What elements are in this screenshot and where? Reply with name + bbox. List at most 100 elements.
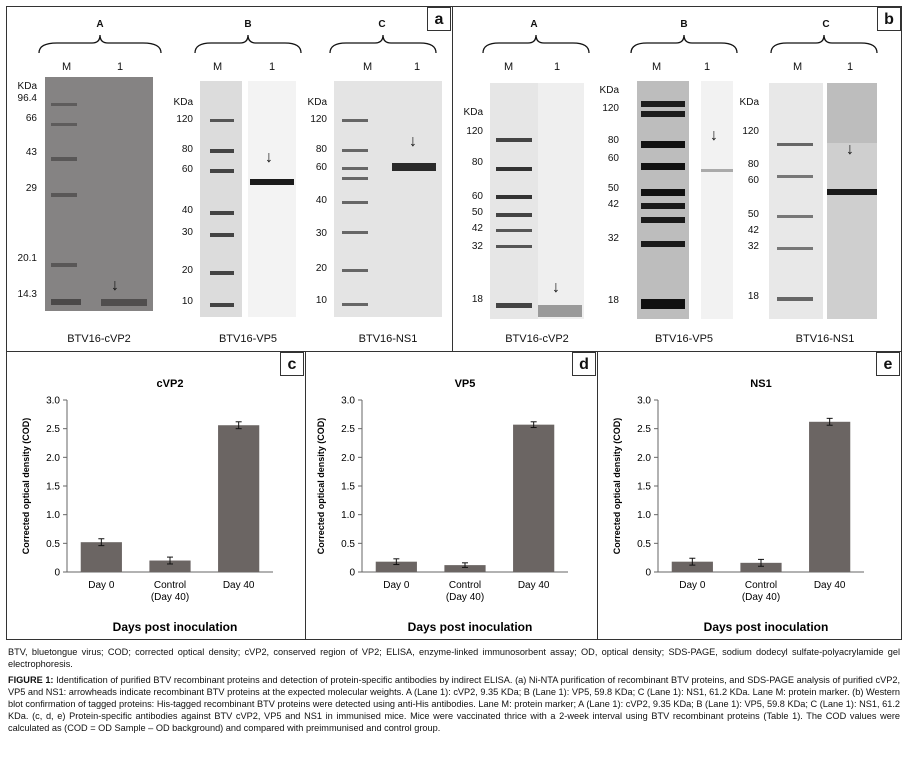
gel-b-A-marker-18: 18 (471, 294, 483, 305)
gel-b-B-marker-32: 32 (607, 233, 619, 244)
gel-b-C-marker-18: 18 (747, 291, 759, 302)
x-axis-label: Days post inoculation (113, 620, 238, 634)
gel-b-B-arrow: ↓ (710, 127, 718, 144)
gel-b-A-marker-42: 42 (471, 223, 483, 234)
gel-b-B-marker-42: 42 (607, 199, 619, 210)
gel-b-A-lane-1: 1 (554, 61, 561, 73)
y-tick-label: 1.5 (46, 482, 60, 493)
gel-b-C-kda-label: KDa (739, 97, 759, 108)
y-tick-label: 2.5 (46, 424, 60, 435)
y-tick-label: 1.0 (637, 510, 651, 521)
category-label: Control (154, 580, 186, 591)
gel-b-B-name: BTV16-VP5 (654, 333, 714, 345)
gel-a-C-marker-20: 20 (315, 263, 327, 274)
category-label: Day 40 (223, 580, 255, 591)
y-tick-label: 0 (645, 568, 651, 579)
gel-b-C-marker-60: 60 (747, 175, 759, 186)
caption-label: FIGURE 1: (8, 675, 54, 685)
category-label: Control (745, 580, 777, 591)
panel-tag-d: d (572, 352, 596, 376)
y-tick-label: 1.0 (341, 510, 355, 521)
figure-caption: FIGURE 1: Identification of purified BTV… (8, 674, 900, 734)
chart-title: VP5 (455, 378, 476, 390)
gel-a-A-name: BTV16-cVP2 (67, 333, 131, 345)
y-tick-label: 0.5 (637, 539, 651, 550)
gel-a-C-marker-120: 120 (310, 114, 327, 125)
gel-a-A-marker-20: 20.1 (17, 253, 37, 264)
y-tick-label: 3.0 (46, 396, 60, 407)
panel-tag-b: b (877, 7, 901, 31)
gel-b-A-name: BTV16-cVP2 (505, 333, 569, 345)
gel-b-A-bracket (482, 34, 590, 54)
gel-b-C-marker-120: 120 (742, 126, 759, 137)
gel-b-C-bracket (770, 34, 878, 54)
gel-a-C-marker-40: 40 (315, 195, 327, 206)
gel-a-C-arrow: ↓ (409, 133, 417, 150)
x-axis-label: Days post inoculation (704, 620, 829, 634)
y-axis-label: Corrected optical density (COD) (316, 418, 326, 555)
top-vertical-divider (452, 7, 453, 351)
gel-a-B-lane-m: M (213, 61, 223, 73)
bar (149, 560, 191, 572)
gel-a-B-arrow: ↓ (265, 149, 273, 166)
category-label: (Day 40) (446, 592, 484, 603)
y-tick-label: 0 (54, 568, 60, 579)
y-tick-label: 0.5 (46, 539, 60, 550)
gel-b-C-arrow: ↓ (846, 141, 854, 158)
category-label: Day 0 (679, 580, 706, 591)
panel-tag-a: a (427, 7, 451, 31)
gel-b-A-marker-50: 50 (471, 207, 483, 218)
chart-divider-2 (597, 351, 598, 639)
y-tick-label: 2.5 (341, 424, 355, 435)
bar (80, 542, 122, 572)
chart-e-ns1: NS1 0 0.5 1.0 1.5 2.0 2.5 3.0 Corrected optical … (612, 378, 864, 634)
bar (671, 561, 713, 572)
y-tick-label: 1.0 (46, 510, 60, 521)
gel-b-A-letter: A (530, 19, 538, 30)
gel-a-A-marker-29: 29 (25, 183, 37, 194)
gel-a-A-lane-1: 1 (117, 61, 124, 73)
abbreviations-footnote: BTV, bluetongue virus; COD; corrected op… (8, 647, 900, 669)
gel-a-A-marker-43: 43 (25, 147, 37, 158)
y-tick-label: 3.0 (341, 396, 355, 407)
y-tick-label: 1.5 (637, 482, 651, 493)
gel-b-C-lane-1: 1 (847, 61, 854, 73)
gel-a-B-marker-30: 30 (181, 227, 193, 238)
gel-a-C-lane-m: M (363, 61, 373, 73)
y-tick-label: 0.5 (341, 539, 355, 550)
gel-a-B-bracket (194, 34, 302, 54)
gel-a-C-marker-60: 60 (315, 162, 327, 173)
figure-panel-frame: a b c d e A M 1 KDa 96.4 66 43 29 20.1 1… (6, 6, 902, 640)
gel-b-A-marker-80: 80 (471, 157, 483, 168)
y-tick-label: 0 (349, 568, 355, 579)
gel-b-C-marker-42: 42 (747, 225, 759, 236)
bar (444, 565, 486, 572)
bar (809, 421, 851, 572)
gel-b-C-letter: C (822, 19, 830, 30)
gel-a-C-letter: C (378, 19, 386, 30)
gel-a-C-marker-10: 10 (315, 295, 327, 306)
bar (513, 424, 555, 572)
gel-b-B-kda-label: KDa (599, 85, 619, 96)
category-label: Day 0 (383, 580, 410, 591)
gel-a-B-marker-80: 80 (181, 144, 193, 155)
gel-b-C-marker-50: 50 (747, 209, 759, 220)
gel-b-C-marker-32: 32 (747, 241, 759, 252)
panel-tag-e: e (876, 352, 900, 376)
gel-b-A-kda-label: KDa (463, 107, 483, 118)
gel-a-A-image (45, 77, 153, 311)
gel-b-B-image (637, 81, 733, 319)
gel-a-B-marker-120: 120 (176, 114, 193, 125)
category-label: Day 0 (88, 580, 115, 591)
gel-a-A-bracket (38, 34, 162, 54)
gel-b-B-bracket (630, 34, 738, 54)
category-label: (Day 40) (742, 592, 780, 603)
gel-b-B-lane-m: M (652, 61, 662, 73)
horizontal-divider (7, 351, 901, 352)
gel-a-C-bracket (329, 34, 437, 54)
category-label: (Day 40) (151, 592, 189, 603)
gel-a-B-lane-1: 1 (269, 61, 276, 73)
gel-a-A-marker-96: 96.4 (17, 93, 37, 104)
chart-title: cVP2 (157, 378, 184, 390)
gel-a-A-lane-m: M (62, 61, 72, 73)
